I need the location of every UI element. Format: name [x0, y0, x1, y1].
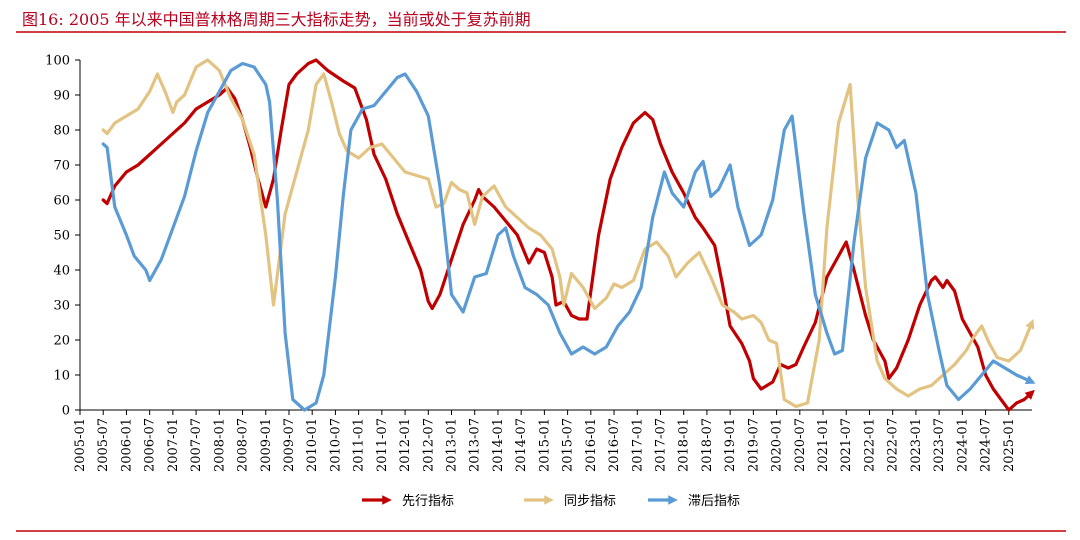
x-tick-label: 2022-07: [886, 418, 901, 472]
y-tick-label: 20: [53, 334, 70, 349]
x-tick-label: 2008-07: [236, 418, 251, 472]
x-tick-label: 2013-07: [468, 418, 483, 472]
series-line-0: [101, 58, 1035, 412]
x-tick-label: 2010-01: [305, 418, 320, 472]
legend-label: 同步指标: [564, 494, 616, 509]
x-tick-label: 2007-07: [189, 418, 204, 472]
x-tick-label: 2017-07: [653, 418, 668, 472]
x-tick-label: 2020-07: [793, 418, 808, 472]
y-tick-label: 0: [62, 404, 70, 419]
series-line-2: [101, 61, 1036, 412]
x-tick-label: 2021-01: [816, 418, 831, 472]
y-tick-label: 30: [53, 299, 70, 314]
x-tick-label: 2012-07: [421, 418, 436, 472]
x-tick-label: 2019-07: [746, 418, 761, 472]
x-tick-label: 2024-07: [979, 418, 994, 472]
x-tick-label: 2015-01: [537, 418, 552, 472]
legend-label: 滞后指标: [688, 494, 740, 509]
x-tick-label: 2021-07: [839, 418, 854, 472]
y-tick-label: 100: [45, 54, 70, 69]
y-tick-label: 80: [53, 124, 70, 139]
legend-item-2: 滞后指标: [648, 494, 740, 509]
x-tick-label: 2009-01: [259, 418, 274, 472]
x-tick-label: 2020-01: [770, 418, 785, 472]
y-tick-label: 10: [53, 369, 70, 384]
x-tick-label: 2011-07: [375, 418, 390, 472]
x-tick-label: 2016-01: [584, 418, 599, 472]
legend: 先行指标 同步指标 滞后指标: [362, 494, 740, 509]
plot-area: 0 10 20 30 40 50 60 70 80 90 100 2005-01 2005-07 2006…: [45, 54, 1036, 472]
x-tick-label: 2007-01: [166, 418, 181, 472]
x-tick-label: 2006-01: [119, 418, 134, 472]
legend-label: 先行指标: [402, 494, 454, 509]
y-tick-label: 90: [53, 89, 70, 104]
x-tick-label: 2014-01: [491, 418, 506, 472]
series-line-1: [101, 58, 1035, 409]
x-tick-label: 2011-01: [352, 418, 367, 472]
x-tick-label: 2008-01: [212, 418, 227, 472]
x-tick-label: 2013-01: [445, 418, 460, 472]
x-tick-label: 2023-07: [932, 418, 947, 472]
legend-item-1: 同步指标: [524, 494, 616, 509]
x-tick-label: 2024-01: [955, 418, 970, 472]
x-tick-label: 2017-01: [630, 418, 645, 472]
x-tick-label: 2005-07: [96, 418, 111, 472]
x-tick-label: 2023-01: [909, 418, 924, 472]
x-tick-label: 2018-07: [700, 418, 715, 472]
legend-item-0: 先行指标: [362, 494, 454, 509]
x-tick-label: 2010-07: [328, 418, 343, 472]
x-tick-label: 2014-07: [514, 418, 529, 472]
x-tick-label: 2016-07: [607, 418, 622, 472]
y-tick-label: 40: [53, 264, 70, 279]
x-tick-label: 2005-01: [73, 418, 88, 472]
x-tick-label: 2018-01: [677, 418, 692, 472]
x-tick-label: 2015-07: [561, 418, 576, 472]
x-tick-label: 2022-01: [862, 418, 877, 472]
x-tick-label: 2006-07: [143, 418, 158, 472]
x-tick-label: 2025-01: [1002, 418, 1017, 472]
x-tick-label: 2009-07: [282, 418, 297, 472]
y-tick-label: 50: [53, 229, 70, 244]
x-tick-label: 2012-01: [398, 418, 413, 472]
figure-title: 图16: 2005 年以来中国普林格周期三大指标走势，当前或处于复苏前期: [22, 10, 531, 29]
y-tick-label: 60: [53, 194, 70, 209]
y-tick-label: 70: [53, 159, 70, 174]
x-tick-label: 2019-01: [723, 418, 738, 472]
